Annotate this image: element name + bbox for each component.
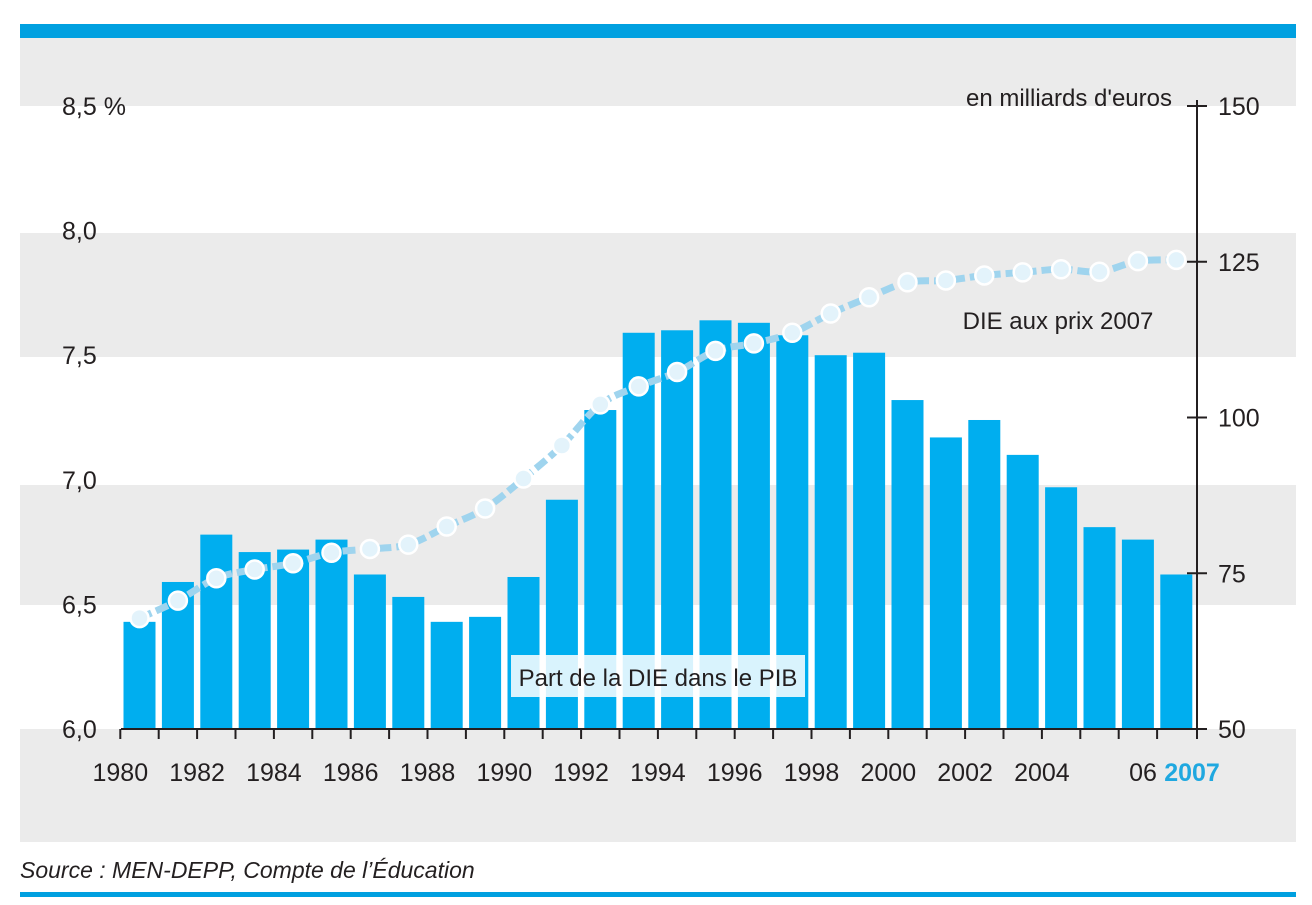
line-point (1166, 249, 1187, 271)
line-point (782, 322, 803, 344)
x-tick-label: 2000 (860, 759, 916, 787)
line-point (974, 265, 995, 286)
background-band (20, 233, 1296, 357)
x-tick-label: 1990 (476, 759, 532, 787)
x-tick-label: 06 (1129, 759, 1157, 787)
x-axis-ticks: 1980 1982 1984 1986 1988 1990 1992 1994 1996 1998… (92, 729, 1220, 787)
line-point (551, 435, 573, 456)
background-band (20, 729, 1296, 842)
x-tick-label: 2002 (937, 759, 993, 787)
line-point (1012, 262, 1033, 283)
bar (1083, 527, 1116, 729)
bar (968, 419, 1001, 729)
line-path (138, 256, 1177, 622)
line-point (935, 270, 957, 291)
line-point (1127, 250, 1149, 272)
x-tick-label: 1998 (784, 759, 840, 787)
line-point (474, 498, 496, 519)
x-tick-label: 1992 (553, 759, 609, 787)
left-axis-ticks: 8,5 % 8,0 7,5 7,0 6,5 6,0 (62, 93, 126, 744)
source-note: Source : MEN-DEPP, Compte de l’Éducation (20, 857, 475, 883)
line-point (359, 538, 381, 560)
bar (392, 596, 425, 729)
right-axis-unit-label: en milliards d'euros (966, 85, 1172, 112)
line-point (1089, 261, 1110, 282)
line-point (590, 394, 611, 415)
bar-series (123, 320, 1193, 729)
line-point (513, 468, 534, 489)
bar (353, 574, 386, 729)
line-point (244, 559, 265, 580)
background-bands (20, 38, 1296, 842)
bar (1006, 454, 1039, 729)
line-series (129, 249, 1187, 629)
bar (891, 400, 924, 729)
line-point (666, 361, 688, 383)
line-point (436, 516, 457, 537)
right-tick-label: 150 (1218, 93, 1260, 121)
left-tick-label: 8,5 % (62, 93, 126, 121)
line-point (858, 287, 880, 308)
right-tick-label: 75 (1218, 560, 1246, 588)
x-tick-label: 1984 (246, 759, 302, 787)
bar (277, 549, 310, 729)
line-point (820, 303, 841, 324)
left-tick-label: 7,5 (62, 342, 97, 370)
line-point (897, 272, 918, 293)
right-axis-ticks: 150 125 100 75 50 (1187, 93, 1260, 744)
left-tick-label: 7,0 (62, 467, 97, 495)
right-tick-label: 100 (1218, 405, 1260, 433)
x-tick-label: 1980 (92, 759, 148, 787)
left-tick-label: 8,0 (62, 218, 97, 246)
x-tick-label: 2007 (1164, 759, 1220, 787)
bar (315, 539, 348, 729)
line-point (628, 376, 649, 397)
bar (123, 621, 156, 729)
bar (1121, 539, 1154, 729)
axes (121, 100, 1198, 730)
top-accent-rule (20, 24, 1296, 38)
line-point (167, 590, 189, 611)
left-tick-label: 6,5 (62, 591, 97, 619)
x-tick-label: 1986 (323, 759, 379, 787)
right-tick-label: 125 (1218, 249, 1260, 277)
bar (1045, 487, 1078, 729)
line-point (129, 607, 150, 629)
x-tick-label: 1994 (630, 759, 686, 787)
line-series-label: DIE aux prix 2007 (963, 308, 1154, 335)
bar (430, 621, 463, 729)
right-tick-label: 50 (1218, 716, 1246, 744)
x-tick-label: 1988 (400, 759, 456, 787)
background-band (20, 485, 1296, 605)
bar (238, 552, 271, 729)
x-tick-label: 1996 (707, 759, 763, 787)
bar (507, 576, 540, 729)
bar (853, 352, 886, 729)
bar (814, 355, 847, 729)
line-point (321, 542, 342, 563)
bar-series-label: Part de la DIE dans le PIB (519, 665, 798, 692)
bar (200, 534, 233, 729)
x-tick-label: 2004 (1014, 759, 1070, 787)
line-point (743, 333, 765, 354)
line-point (1050, 258, 1072, 280)
line-point (705, 340, 726, 362)
bar (469, 616, 502, 729)
x-tick-label: 1982 (169, 759, 225, 787)
bar-series-label-background (511, 655, 805, 697)
bar (1160, 574, 1193, 729)
bottom-accent-rule (20, 892, 1296, 897)
left-tick-label: 6,0 (62, 716, 97, 744)
bar (929, 437, 962, 729)
background-band (20, 38, 1296, 106)
line-point (206, 567, 227, 589)
line-point (398, 534, 419, 555)
line-point (282, 553, 304, 574)
